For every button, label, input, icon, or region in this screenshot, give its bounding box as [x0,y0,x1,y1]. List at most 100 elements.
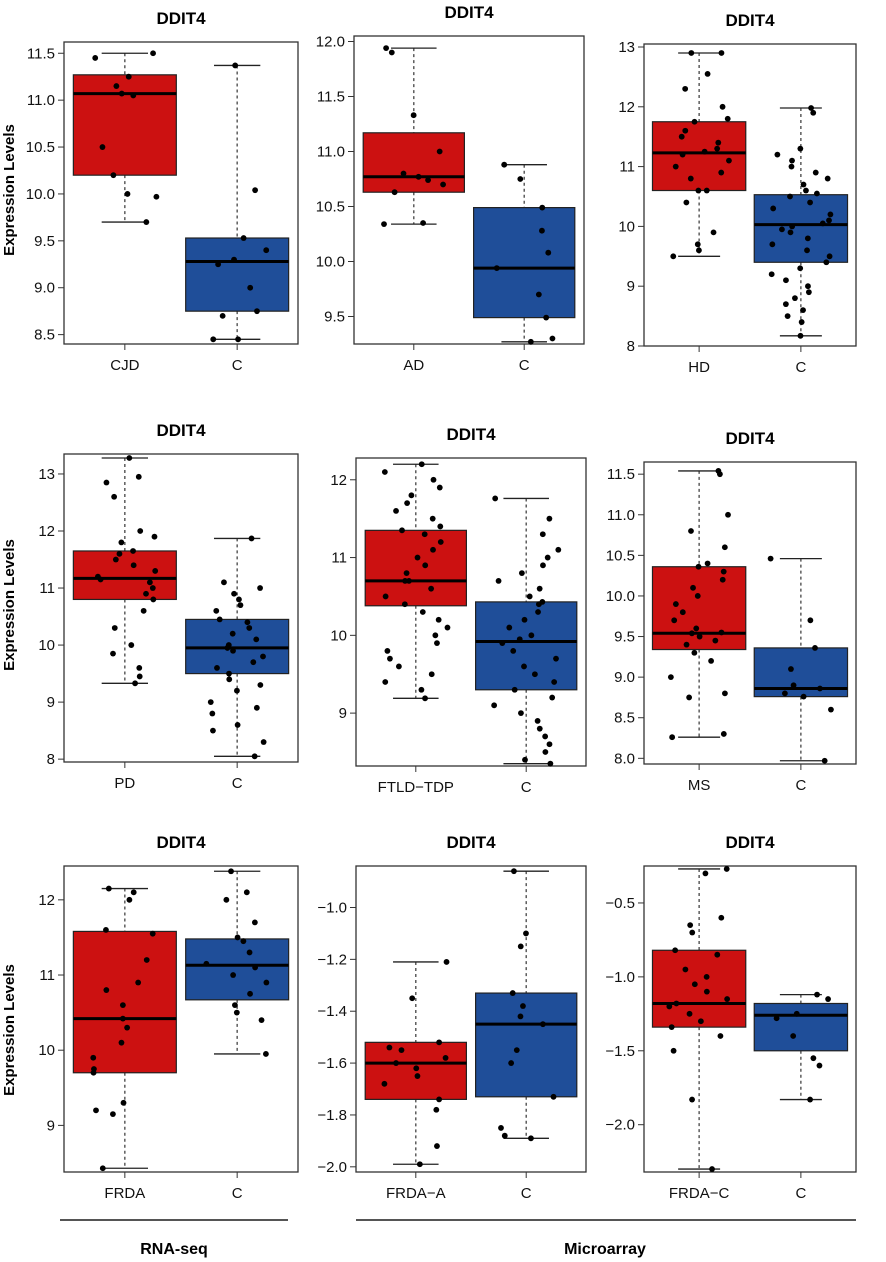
data-point [219,312,226,319]
data-point [807,1096,813,1103]
panel-3: DDIT4 8 9 10 11 12 13 HD C [618,11,857,376]
disease-box [364,961,468,1165]
data-point [521,616,528,623]
panel-1: DDIT4 8.5 9.0 9.5 10.0 10.5 11.0 11.5 CJD C [26,9,299,374]
data-point [209,710,216,717]
data-point [553,655,559,662]
data-point [522,756,528,763]
data-point [535,609,541,615]
control-box [185,64,290,340]
data-point [694,593,701,599]
y-tick-label: −1.0 [605,969,635,986]
data-point [234,934,241,941]
y-axis-label-row-3: Expression Levels [1,964,18,1096]
data-point [437,539,444,545]
data-point [671,617,678,624]
y-tick-label: −0.5 [605,895,635,912]
data-point [128,642,135,648]
data-point [383,45,390,51]
data-point [393,1060,399,1066]
y-tick-label: 10 [330,627,347,644]
data-point [248,535,255,542]
data-point [679,609,686,616]
data-point [263,247,270,254]
data-point [691,118,698,125]
data-point [216,616,223,623]
data-point [90,1054,97,1061]
plot-frame [643,43,857,347]
data-point [549,694,556,701]
data-point [436,1096,443,1103]
category-label: FTLD−TDP [378,779,454,796]
y-tick-label: −1.5 [605,1043,635,1060]
data-point [797,332,804,339]
disease-box [364,463,468,699]
data-point [812,169,819,176]
data-point [433,1106,440,1113]
control-points [493,161,556,345]
data-point [143,219,150,225]
y-tick-label: 11.5 [317,89,345,106]
data-point [436,484,443,491]
plot-frame [643,865,857,1173]
data-point [430,546,436,553]
data-point [540,1021,546,1028]
data-point [124,191,131,197]
data-point [442,1054,449,1061]
data-point [703,973,710,980]
control-box [753,557,849,762]
data-point [132,680,138,687]
data-point [434,1143,440,1149]
iqr-box [185,938,290,1001]
data-point [130,889,137,896]
y-tick-label: 11.0 [317,144,345,161]
panel-7: DDIT4 9 10 11 12 FRDA C [38,833,299,1202]
data-point [527,338,534,345]
y-tick-label: 8 [47,751,55,768]
data-point [252,964,259,971]
data-point [136,673,143,680]
data-point [430,476,437,483]
data-point [511,868,517,875]
data-point [712,637,719,644]
data-point [387,655,393,662]
iqr-box [651,949,747,1028]
y-tick-label: 11 [39,967,55,984]
data-point [398,1047,405,1054]
y-tick-label: 12 [330,472,347,489]
y-tick-label: −2.0 [317,1159,347,1176]
data-point [814,991,820,998]
panel-8: DDIT4 −2.0 −1.8 −1.6 −1.4 −1.2 −1.0 FRDA−A C [317,833,587,1202]
data-point [536,725,543,732]
data-point [722,690,728,697]
data-point [528,1135,534,1142]
data-point [432,632,439,639]
data-point [798,319,805,325]
data-point [226,676,233,683]
disease-points [90,885,156,1172]
disease-box [72,52,177,223]
data-point [717,1033,724,1039]
y-tick-label: 9 [339,705,347,722]
data-point [725,511,731,518]
data-point [250,659,257,666]
data-point [381,221,387,228]
category-label: AD [403,357,424,374]
data-point [695,563,702,570]
data-point [399,527,405,534]
y-tick-label: 12 [618,99,635,116]
data-point [422,695,428,702]
data-point [403,570,410,577]
data-point [672,163,679,170]
data-point [253,704,260,711]
data-point [773,1015,780,1022]
data-point [149,930,156,937]
disease-points [381,959,450,1168]
data-point [723,866,730,872]
data-point [493,265,500,271]
data-point [118,1039,125,1046]
plot-frame [63,865,299,1173]
data-point [666,1003,673,1010]
plot-frame [63,453,299,763]
data-point [807,617,814,624]
